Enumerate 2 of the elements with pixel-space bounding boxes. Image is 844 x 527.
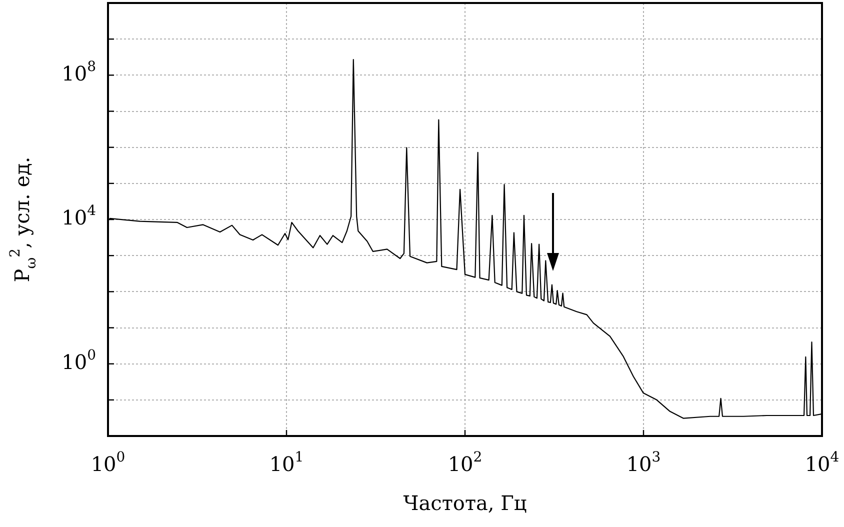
y-axis-title: Pω2, усл. ед.	[8, 156, 40, 282]
x-axis-title: Частота, Гц	[403, 491, 527, 516]
